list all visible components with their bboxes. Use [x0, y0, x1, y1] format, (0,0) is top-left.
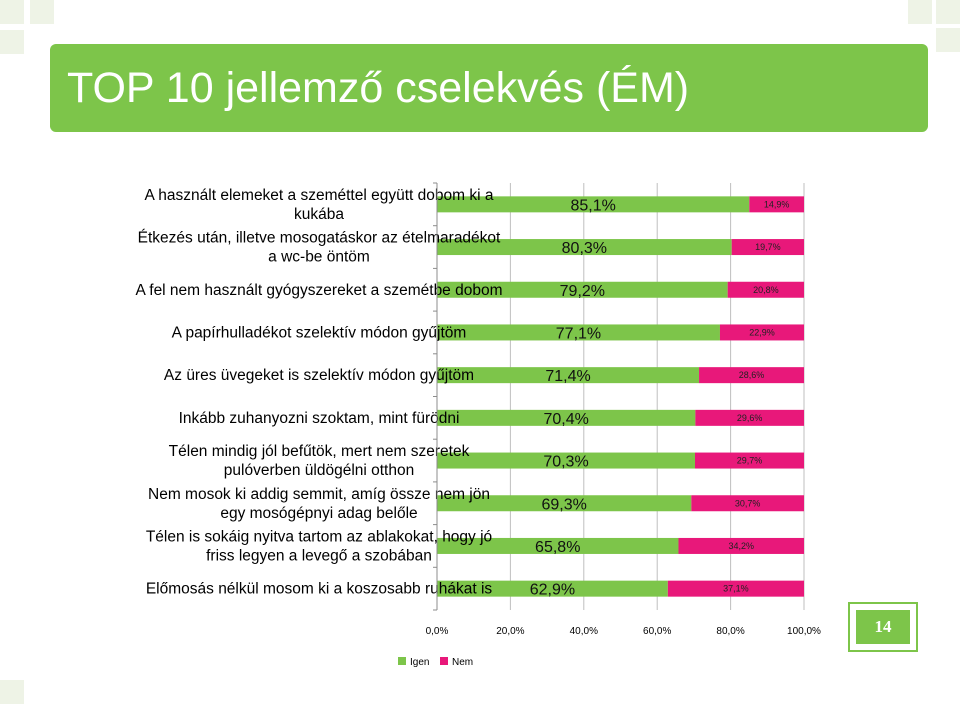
bar-igen — [437, 580, 668, 597]
data-label-igen: 71,4% — [545, 368, 590, 385]
bar-igen — [437, 452, 696, 469]
title-bar: TOP 10 jellemző cselekvés (ÉM) — [50, 44, 928, 132]
x-tick-label: 80,0% — [716, 626, 744, 637]
category-label: A papírhulladékot szelektív módon gyűjtö… — [172, 324, 467, 341]
category-label: Inkább zuhanyozni szoktam, mint fürödni — [179, 410, 460, 427]
legend-swatch-igen — [398, 657, 406, 665]
bar-nem — [749, 196, 804, 213]
data-label-nem: 20,8% — [753, 285, 779, 295]
bar-igen — [437, 367, 700, 384]
data-label-nem: 14,9% — [764, 199, 790, 209]
data-label-igen: 62,9% — [530, 582, 575, 599]
page-title: TOP 10 jellemző cselekvés (ÉM) — [67, 64, 690, 112]
data-label-nem: 34,2% — [728, 541, 754, 551]
bar-igen — [437, 281, 728, 298]
category-label: Az üres üvegeket is szelektív módon gyűj… — [164, 367, 474, 384]
data-label-igen: 80,3% — [562, 240, 607, 257]
bar-nem — [719, 324, 804, 341]
x-tick-label: 100,0% — [787, 626, 821, 637]
data-label-nem: 22,9% — [749, 327, 775, 337]
data-label-nem: 37,1% — [723, 584, 749, 594]
bar-igen — [437, 239, 732, 256]
bar-nem — [731, 239, 804, 256]
bar-nem — [695, 452, 804, 469]
bar-nem — [699, 367, 804, 384]
data-label-nem: 28,6% — [739, 370, 765, 380]
category-label: kukába — [294, 206, 344, 223]
bar-igen — [437, 196, 750, 213]
data-label-nem: 19,7% — [755, 242, 781, 252]
page-number: 14 — [856, 610, 910, 644]
category-label: Étkezés után, illetve mosogatáskor az ét… — [138, 230, 501, 247]
category-label: a wc-be öntöm — [268, 249, 370, 266]
x-tick-label: 40,0% — [570, 626, 598, 637]
bar-nem — [727, 281, 804, 298]
category-label: egy mosógépnyi adag belőle — [220, 505, 417, 522]
bar-igen — [437, 495, 692, 512]
data-label-nem: 29,6% — [737, 413, 763, 423]
legend-label-nem: Nem — [452, 657, 473, 668]
category-label: Előmosás nélkül mosom ki a koszosabb ruh… — [146, 581, 493, 598]
category-label: A fel nem használt gyógyszereket a szemé… — [135, 282, 502, 299]
legend-label-igen: Igen — [410, 657, 429, 668]
data-label-igen: 70,4% — [543, 411, 588, 428]
category-label: Télen mindig jól befűtök, mert nem szere… — [169, 443, 470, 460]
bar-igen — [437, 537, 679, 554]
category-label: Nem mosok ki addig semmit, amíg össze ne… — [148, 486, 490, 503]
bar-igen — [437, 409, 696, 426]
category-label: Télen is sokáig nyitva tartom az ablakok… — [146, 528, 492, 545]
category-label: pulóverben üldögélni otthon — [224, 462, 414, 479]
bar-nem — [678, 537, 804, 554]
x-tick-label: 60,0% — [643, 626, 671, 637]
bar-igen — [437, 324, 720, 341]
legend-swatch-nem — [440, 657, 448, 665]
data-label-igen: 70,3% — [543, 454, 588, 471]
data-label-igen: 69,3% — [541, 496, 586, 513]
data-label-igen: 65,8% — [535, 539, 580, 556]
bar-nem — [695, 409, 804, 426]
data-label-nem: 29,7% — [737, 456, 763, 466]
data-label-igen: 79,2% — [560, 283, 605, 300]
x-tick-label: 20,0% — [496, 626, 524, 637]
data-label-igen: 85,1% — [570, 197, 615, 214]
data-label-igen: 77,1% — [556, 325, 601, 342]
data-label-nem: 30,7% — [735, 498, 761, 508]
x-tick-label: 0,0% — [426, 626, 449, 637]
bar-nem — [667, 580, 804, 597]
bar-nem — [691, 495, 804, 512]
category-label: friss legyen a levegő a szobában — [206, 547, 432, 564]
category-label: A használt elemeket a szeméttel együtt d… — [145, 187, 494, 204]
page-number-badge: 14 — [848, 602, 918, 652]
